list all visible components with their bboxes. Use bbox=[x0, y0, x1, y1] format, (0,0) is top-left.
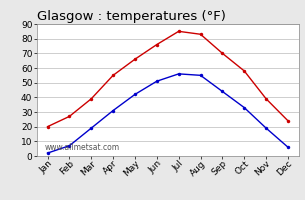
Text: Glasgow : temperatures (°F): Glasgow : temperatures (°F) bbox=[37, 10, 225, 23]
Text: www.allmetsat.com: www.allmetsat.com bbox=[45, 143, 120, 152]
